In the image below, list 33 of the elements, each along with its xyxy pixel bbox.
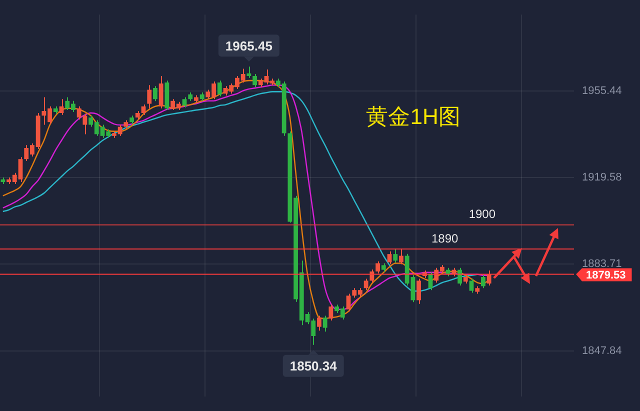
candlestick xyxy=(486,270,492,286)
candlestick xyxy=(416,278,421,304)
candlestick xyxy=(182,96,187,108)
candlestick xyxy=(153,86,158,102)
candlestick xyxy=(246,66,252,78)
candlestick xyxy=(469,278,474,294)
candlestick xyxy=(322,315,328,332)
candlestick xyxy=(399,248,404,265)
candlestick xyxy=(317,315,322,332)
candlestick xyxy=(387,250,392,265)
candlestick xyxy=(376,260,380,274)
candlestick xyxy=(328,304,334,322)
candlestick xyxy=(217,80,222,97)
candlestick xyxy=(481,274,486,289)
candlestick xyxy=(141,104,146,116)
y-tick-label: 1955.44 xyxy=(582,84,622,97)
text: 黄金1H图 xyxy=(366,104,460,130)
ref-line-label: 1890 xyxy=(432,231,459,246)
ref-line-label: 1879.53 xyxy=(586,269,626,282)
candlestick xyxy=(147,84,152,109)
candlestick xyxy=(364,278,368,291)
annotation: 1965.45 xyxy=(225,38,272,54)
candlestick xyxy=(59,98,64,116)
candlestick xyxy=(393,248,398,264)
annotation: 1850.34 xyxy=(290,358,338,374)
candlestick xyxy=(346,293,351,312)
candlestick xyxy=(158,75,164,109)
y-tick-label: 1919.58 xyxy=(582,172,622,184)
candlestick xyxy=(252,74,257,88)
y-tick-label: 1847.84 xyxy=(582,344,622,357)
candlestick xyxy=(458,267,462,286)
y-tick-label: 1883.71 xyxy=(582,258,622,270)
ref-line-label: 1900 xyxy=(468,207,496,222)
